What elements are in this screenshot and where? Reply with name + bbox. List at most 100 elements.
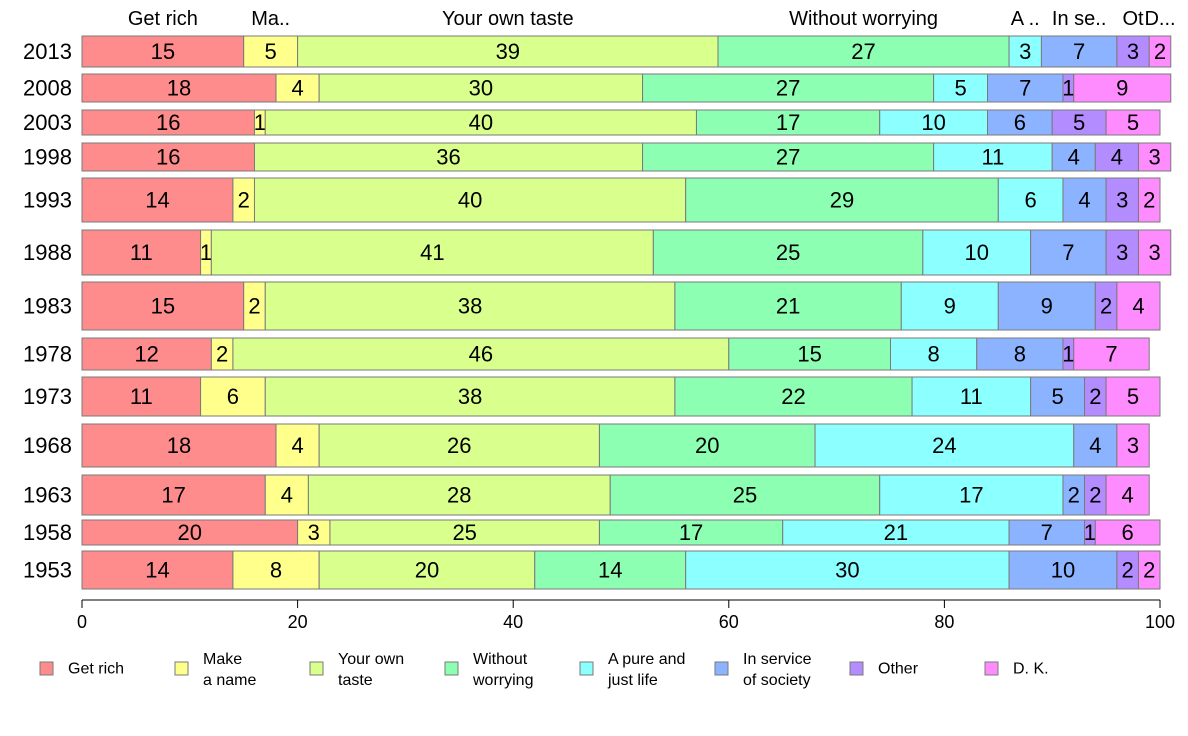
bar-1993-without-worrying	[685, 177, 999, 223]
bar-1978-a-pure-and-just-life	[890, 337, 978, 371]
value-label-1958-in-service-of-society: 7	[1041, 520, 1053, 545]
bar-1968-get-rich	[81, 423, 277, 468]
bars-layer: 15 5 39 27 3 7 3 218 4 30 27 5 7 1 916 1 40 17 10 6 5 516 36 27…	[81, 35, 1172, 590]
x-tick-label-60: 60	[719, 612, 739, 632]
bar-1963-without-worrying	[609, 474, 881, 516]
value-label-1978-other: 1	[1062, 342, 1074, 367]
y-tick-label-1983: 1983	[23, 294, 72, 319]
value-label-1963-a-pure-and-just-life: 17	[959, 483, 983, 508]
value-label-1973-in-service-of-society: 5	[1051, 384, 1063, 409]
value-label-1993-get-rich: 14	[145, 188, 169, 213]
series-top-label-in-service-of-society: In se..	[1052, 8, 1106, 30]
value-label-1983-without-worrying: 21	[776, 294, 800, 319]
bar-1973-your-own-taste	[264, 376, 676, 417]
bar-2013-get-rich	[81, 35, 245, 68]
value-label-1993-other: 3	[1116, 188, 1128, 213]
value-label-1963-your-own-taste: 28	[447, 483, 471, 508]
bar-2003-d-k	[1105, 109, 1161, 136]
value-label-1953-other: 2	[1122, 558, 1134, 583]
x-axis: 0 20 40 60 80 100	[77, 599, 1175, 632]
value-label-2003-other: 5	[1073, 110, 1085, 135]
bar-1988-d-k	[1137, 229, 1172, 276]
value-label-1993-make-a-name: 2	[238, 188, 250, 213]
value-label-1958-a-pure-and-just-life: 21	[884, 520, 908, 545]
value-label-2003-get-rich: 16	[156, 110, 180, 135]
value-label-1963-in-service-of-society: 2	[1068, 483, 1080, 508]
bar-2003-in-service-of-society	[987, 109, 1053, 136]
y-tick-label-1988: 1988	[23, 240, 72, 265]
value-label-1998-a-pure-and-just-life: 11	[981, 145, 1004, 170]
value-label-1978-your-own-taste: 46	[469, 342, 493, 367]
bar-2008-without-worrying	[642, 73, 935, 103]
bar-1958-in-service-of-society	[1008, 519, 1086, 546]
bar-1953-get-rich	[81, 550, 234, 590]
value-label-1978-in-service-of-society: 8	[1014, 342, 1026, 367]
bar-1953-make-a-name	[232, 550, 320, 590]
value-label-2003-a-pure-and-just-life: 10	[921, 110, 945, 135]
value-label-1993-d-k: 2	[1143, 188, 1155, 213]
value-label-1968-get-rich: 18	[167, 433, 191, 458]
value-label-1968-your-own-taste: 26	[447, 433, 471, 458]
bar-1968-your-own-taste	[318, 423, 600, 468]
bar-1998-get-rich	[81, 142, 255, 172]
bar-2013-in-service-of-society	[1040, 35, 1118, 68]
value-label-2008-a-pure-and-just-life: 5	[954, 76, 966, 101]
value-label-1968-make-a-name: 4	[291, 433, 303, 458]
value-label-1998-your-own-taste: 36	[436, 145, 460, 170]
bar-1993-other	[1105, 177, 1139, 223]
bar-1973-in-service-of-society	[1030, 376, 1086, 417]
value-label-1953-a-pure-and-just-life: 30	[835, 558, 859, 583]
legend-swatch-get-rich	[39, 661, 54, 676]
value-label-2003-without-worrying: 17	[776, 110, 800, 135]
legend-label-in-service-of-society: In service of society	[743, 651, 812, 689]
value-label-1988-without-worrying: 25	[776, 240, 800, 265]
series-top-label-make-a-name: Ma..	[251, 8, 290, 30]
bar-1973-without-worrying	[674, 376, 913, 417]
value-label-2008-your-own-taste: 30	[469, 76, 493, 101]
value-label-1953-make-a-name: 8	[270, 558, 282, 583]
value-label-1968-without-worrying: 20	[695, 433, 719, 458]
value-label-1973-make-a-name: 6	[227, 384, 239, 409]
bar-1958-get-rich	[81, 519, 299, 546]
value-label-2013-make-a-name: 5	[265, 39, 277, 64]
value-label-1988-a-pure-and-just-life: 10	[964, 240, 988, 265]
x-tick-label-100: 100	[1145, 612, 1175, 632]
value-label-2003-your-own-taste: 40	[469, 110, 493, 135]
value-label-1978-a-pure-and-just-life: 8	[927, 342, 939, 367]
value-label-1963-make-a-name: 4	[281, 483, 293, 508]
value-label-1958-d-k: 6	[1122, 520, 1134, 545]
bar-1983-your-own-taste	[264, 281, 676, 331]
bar-1968-d-k	[1116, 423, 1150, 468]
y-axis: 2013 2008 2003 1998 1993 1988 1983 1978 1973 1968…	[23, 39, 72, 583]
bar-1983-a-pure-and-just-life	[900, 281, 999, 331]
legend: Get rich Make a name Your own taste Without wo…	[39, 651, 1049, 689]
value-label-1978-d-k: 7	[1105, 342, 1117, 367]
value-label-1998-without-worrying: 27	[776, 145, 800, 170]
bar-1968-make-a-name	[275, 423, 320, 468]
bar-1998-in-service-of-society	[1051, 142, 1096, 172]
value-label-1998-other: 4	[1111, 145, 1123, 170]
legend-swatch-in-service-of-society	[714, 661, 729, 676]
legend-swatch-d-k	[984, 661, 999, 676]
value-label-1953-without-worrying: 14	[598, 558, 622, 583]
bar-2003-other	[1051, 109, 1107, 136]
value-label-1983-d-k: 4	[1132, 294, 1144, 319]
bar-1993-in-service-of-society	[1062, 177, 1107, 223]
value-label-1953-d-k: 2	[1143, 558, 1155, 583]
value-label-1963-get-rich: 17	[161, 483, 185, 508]
bar-1963-make-a-name	[264, 474, 309, 516]
legend-swatch-a-pure-and-just-life	[579, 661, 594, 676]
value-label-1973-your-own-taste: 38	[458, 384, 482, 409]
bar-2013-a-pure-and-just-life	[1008, 35, 1042, 68]
value-label-1963-without-worrying: 25	[733, 483, 757, 508]
value-label-1983-get-rich: 15	[151, 294, 175, 319]
value-label-1958-other: 1	[1084, 520, 1096, 545]
bar-1958-your-own-taste	[329, 519, 600, 546]
value-label-1983-make-a-name: 2	[248, 294, 260, 319]
bar-1953-your-own-taste	[318, 550, 536, 590]
bar-1953-in-service-of-society	[1008, 550, 1118, 590]
value-label-1988-make-a-name: 1	[200, 240, 212, 265]
bar-1958-without-worrying	[598, 519, 784, 546]
value-label-1998-get-rich: 16	[156, 145, 180, 170]
